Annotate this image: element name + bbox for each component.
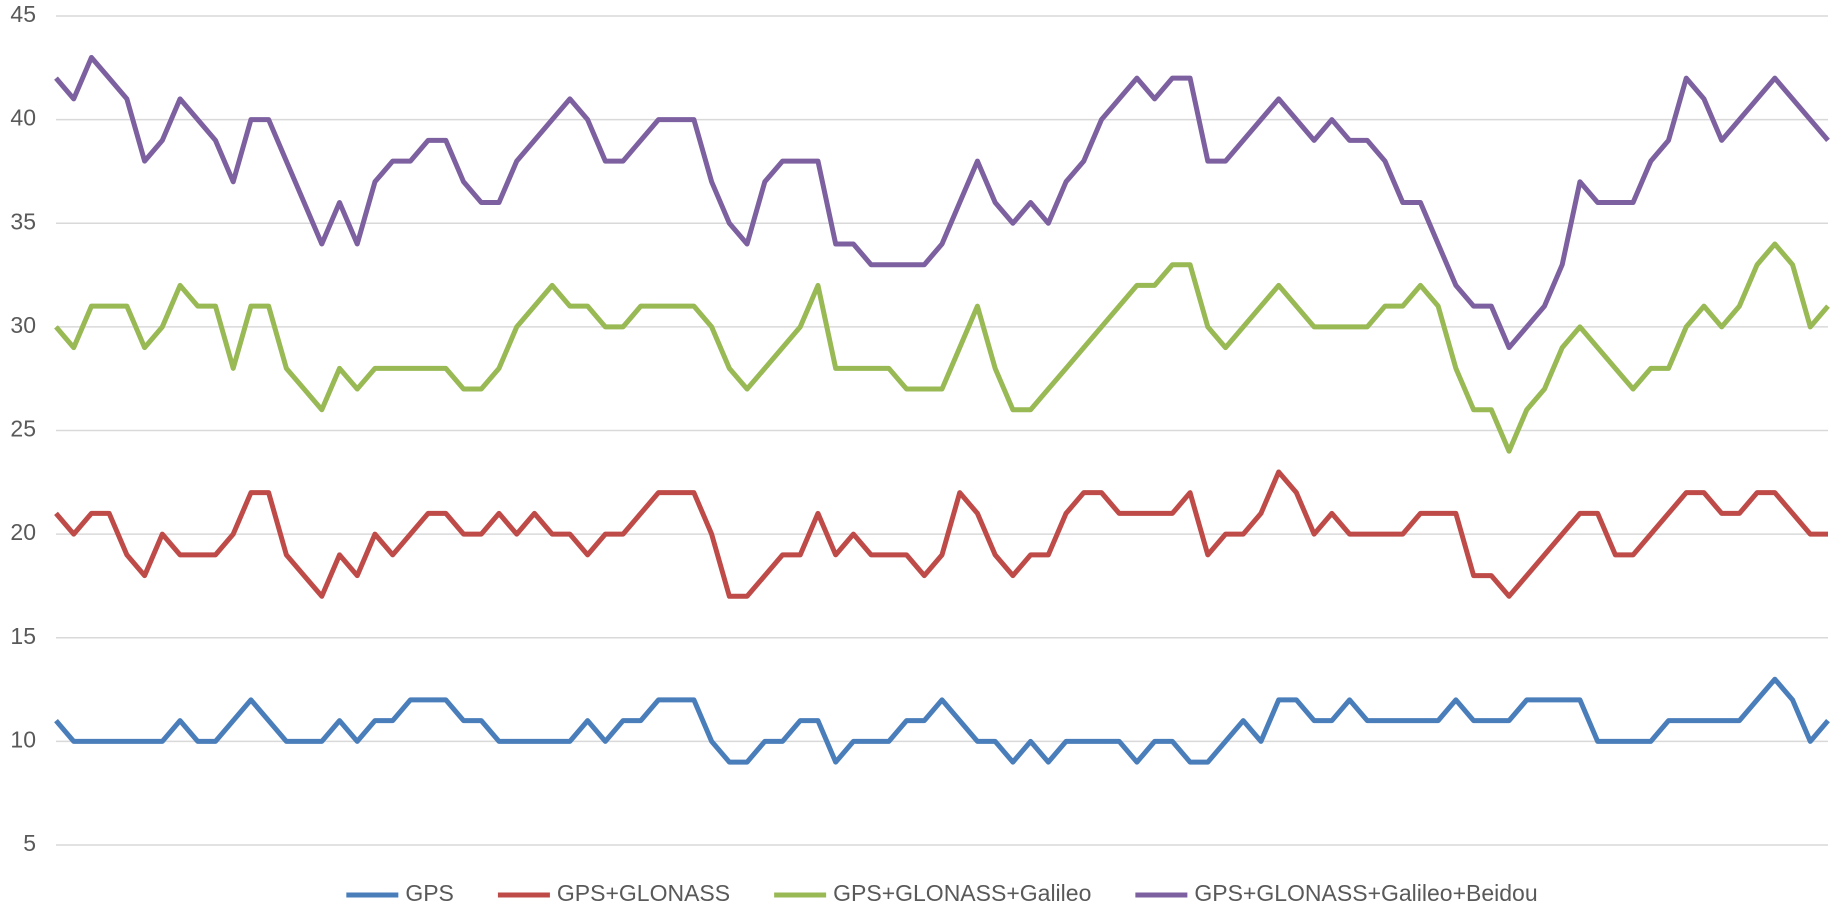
legend-label: GPS+GLONASS: [557, 880, 730, 906]
series-line: [54, 241, 1830, 454]
legend-label: GPS+GLONASS+Galileo: [833, 880, 1091, 906]
y-tick-label: 45: [10, 1, 36, 27]
series-line: [54, 54, 1830, 351]
y-tick-label: 35: [10, 208, 36, 234]
legend-item: GPS+GLONASS+Galileo: [774, 880, 1091, 906]
series-line: [54, 469, 1828, 599]
legend-item: GPS+GLONASS+Galileo+Beidou: [1135, 880, 1538, 906]
legend-label: GPS+GLONASS+Galileo+Beidou: [1194, 880, 1537, 906]
y-tick-label: 30: [10, 312, 36, 338]
y-tick-label: 10: [10, 726, 36, 752]
legend-item: GPS+GLONASS: [497, 880, 730, 906]
y-tick-label: 40: [10, 105, 36, 131]
y-tick-label: 20: [10, 519, 36, 545]
y-tick-label: 15: [10, 623, 36, 649]
legend-label: GPS: [405, 880, 454, 906]
series-line: [54, 676, 1830, 765]
legend-item: GPS: [346, 880, 454, 906]
y-tick-label: 5: [23, 830, 36, 856]
y-tick-label: 25: [10, 416, 36, 442]
